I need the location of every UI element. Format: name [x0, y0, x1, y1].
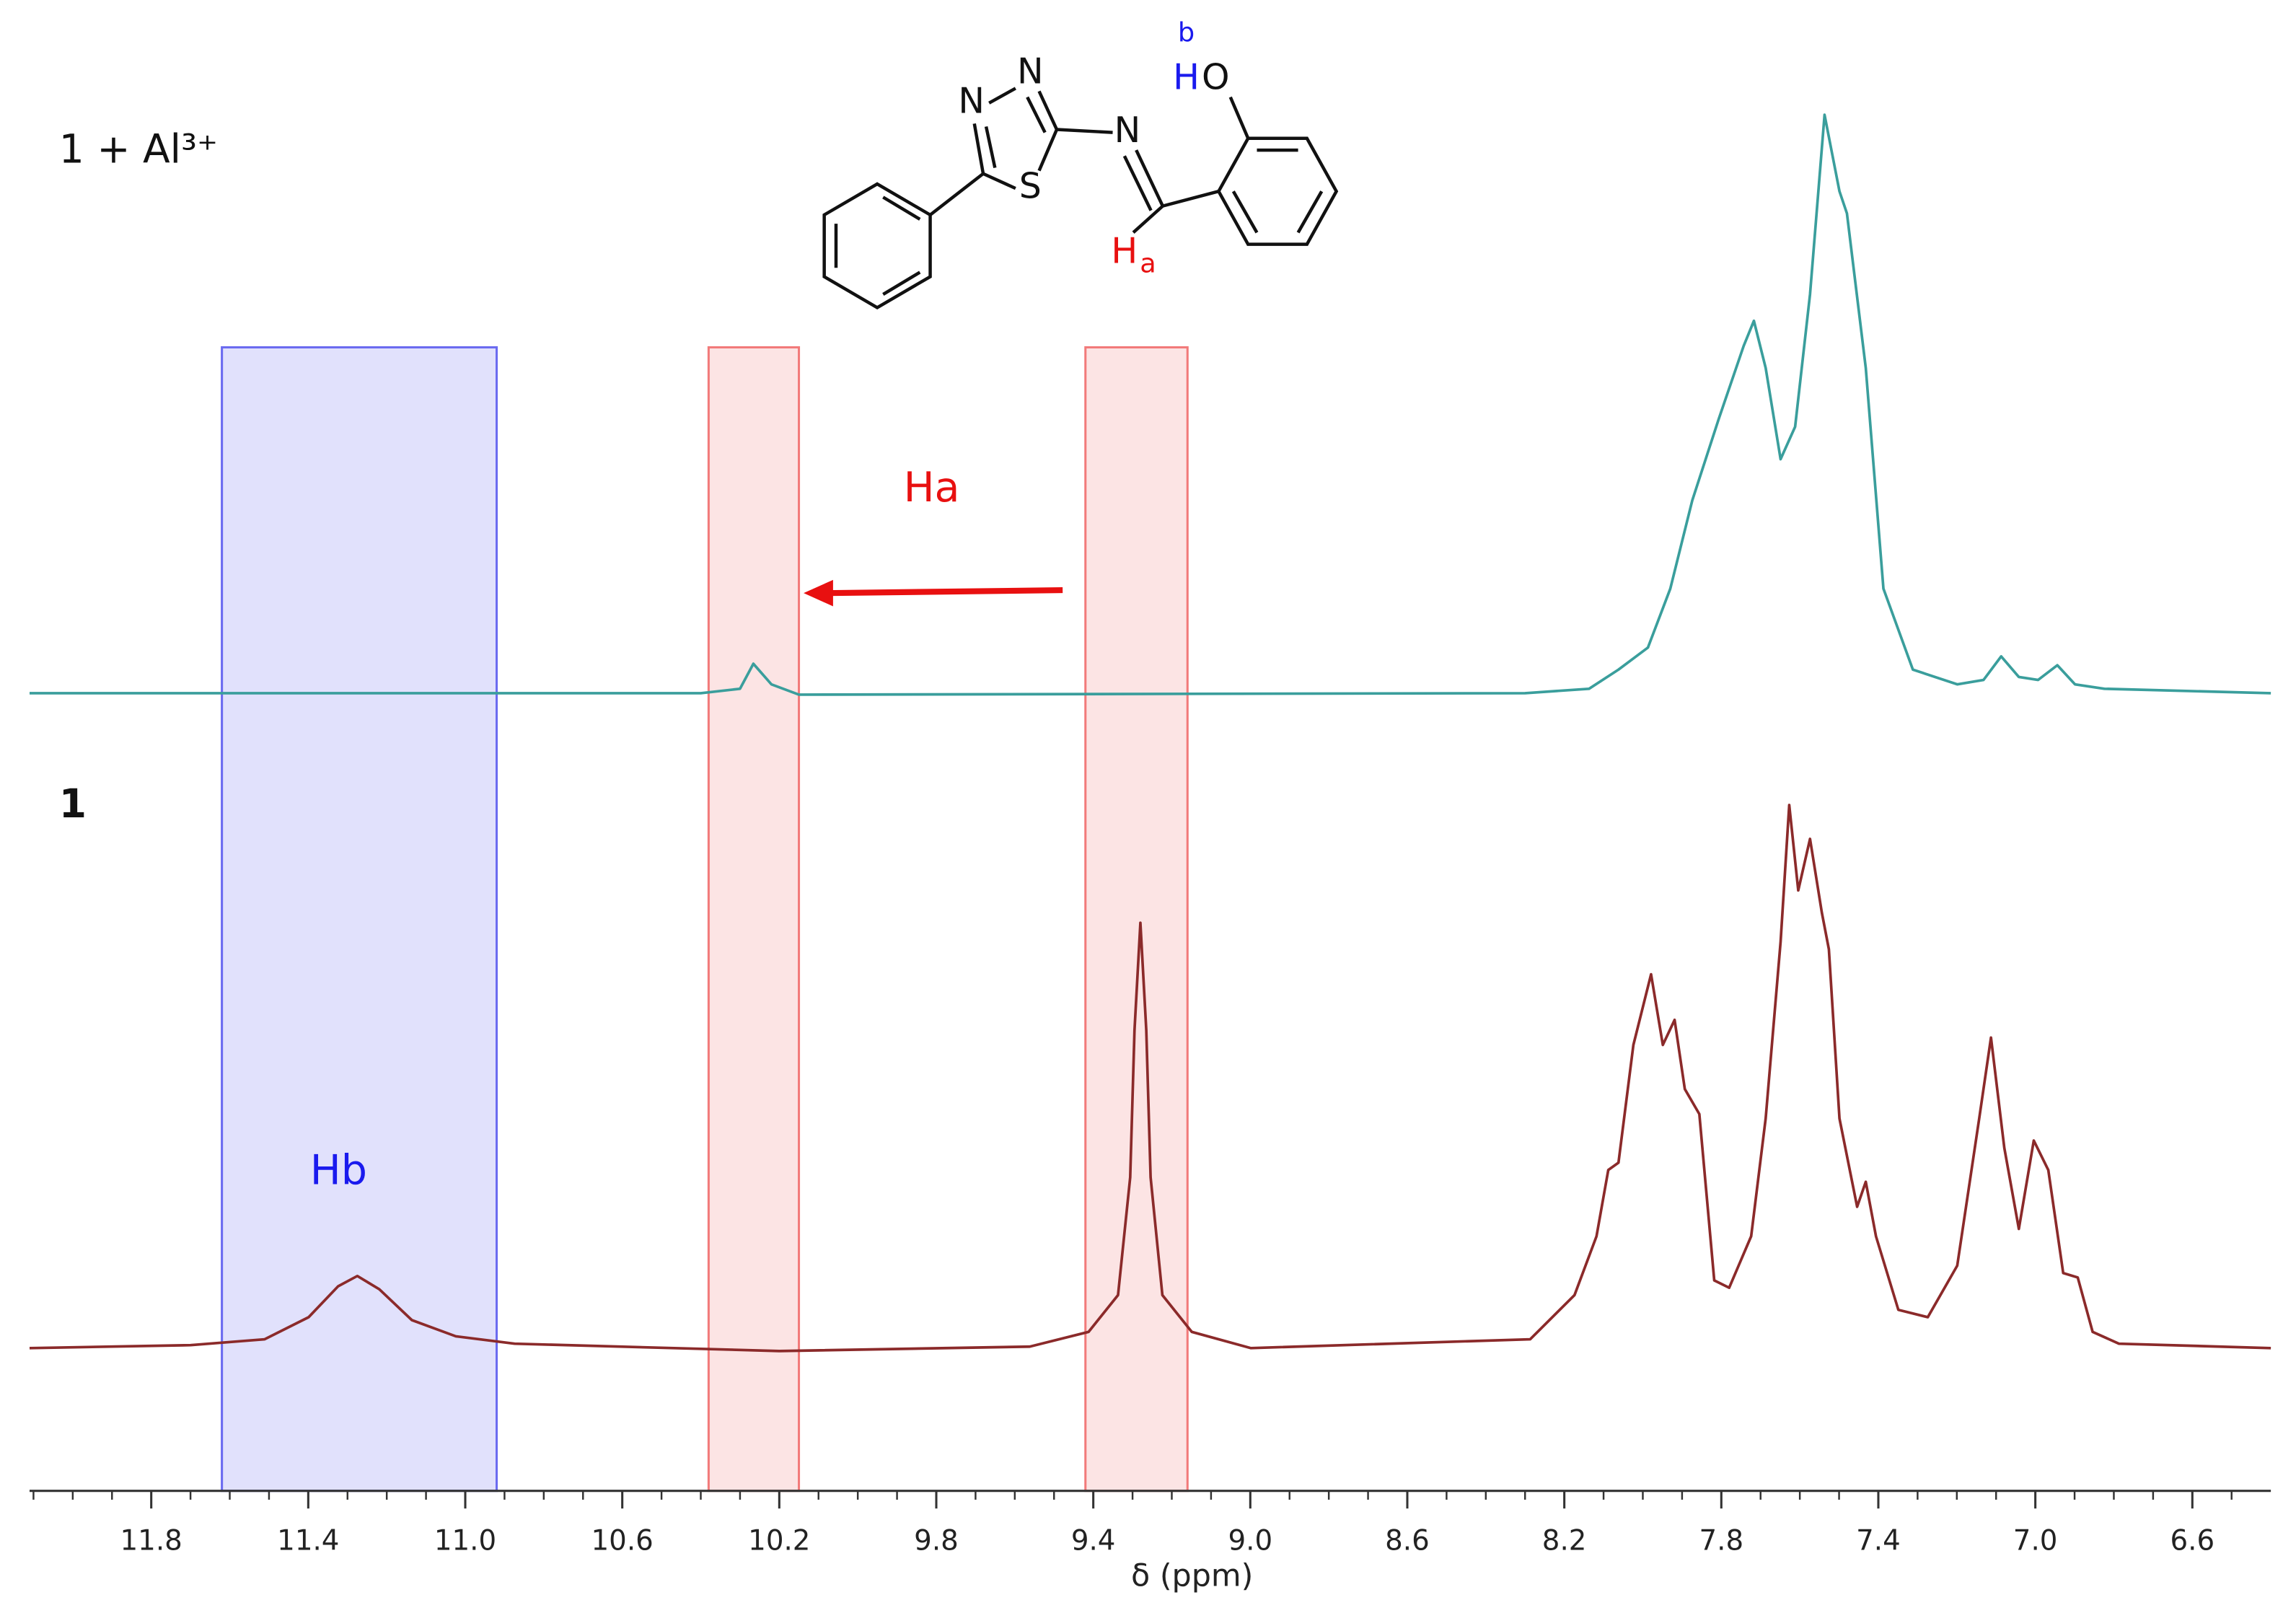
highlight-regions	[221, 346, 1189, 1493]
x-tick-label: 6.6	[2170, 1525, 2214, 1557]
highlight-region	[707, 346, 801, 1493]
spectrum-line	[29, 113, 2271, 696]
annotation: Ha	[904, 464, 960, 511]
atom-label: N	[1114, 110, 1141, 151]
x-tick-label: 9.8	[914, 1525, 959, 1557]
atom-label: a	[1140, 248, 1156, 279]
bond	[1228, 96, 1250, 139]
shift-arrow	[827, 587, 1063, 597]
bond	[1135, 149, 1164, 207]
series-label: 1	[59, 781, 87, 827]
highlight-region	[221, 346, 498, 1493]
bond	[1026, 96, 1047, 133]
structure: N N S N H O b H a	[822, 17, 1339, 309]
x-tick-label: 11.0	[434, 1525, 496, 1557]
bond	[1056, 128, 1113, 134]
bond	[1132, 204, 1164, 234]
bond	[988, 87, 1016, 105]
bond	[929, 172, 985, 216]
bond	[1037, 128, 1059, 172]
bond	[882, 271, 921, 296]
x-tick-label: 10.2	[748, 1525, 810, 1557]
x-tick-label: 9.4	[1071, 1525, 1116, 1557]
bond	[1037, 90, 1059, 131]
atom-label: b	[1178, 17, 1195, 48]
atom-label: H	[1111, 230, 1138, 271]
annotation: Hb	[310, 1147, 367, 1195]
bond	[1296, 190, 1324, 234]
bond	[1216, 136, 1339, 246]
bond	[982, 172, 1016, 190]
bond	[1122, 155, 1153, 211]
x-tick-label: 7.8	[1699, 1525, 1743, 1557]
x-tick-label: 7.4	[1856, 1525, 1901, 1557]
x-tick-label: 11.4	[277, 1525, 339, 1557]
atom-label: H	[1173, 57, 1200, 98]
x-tick-label: 8.2	[1542, 1525, 1587, 1557]
bond	[972, 123, 985, 175]
atom-label: N	[1017, 51, 1044, 92]
plot-area: 11.8 11.4 11.0 10.6 10.2 9.8 9.4 9.0 8.6 8.2 7.8 7.…	[29, 113, 2271, 1557]
highlight-region	[1084, 346, 1189, 1493]
bond	[882, 195, 921, 221]
bond	[1162, 190, 1219, 208]
atom-label: N	[958, 80, 985, 121]
bond	[822, 182, 932, 309]
spectrum-line	[29, 804, 2271, 1353]
arrow-head	[804, 579, 833, 607]
atom-label: O	[1202, 57, 1230, 98]
x-tick-label: 11.8	[120, 1525, 182, 1557]
x-axis-label: δ (ppm)	[1131, 1558, 1253, 1594]
bond	[984, 126, 997, 169]
x-tick-label: 9.0	[1228, 1525, 1273, 1557]
x-tick-label: 10.6	[591, 1525, 654, 1557]
x-tick-label: 7.0	[2013, 1525, 2058, 1557]
bond	[1231, 190, 1259, 234]
x-tick-label: 8.6	[1385, 1525, 1430, 1557]
atom-label: S	[1019, 166, 1042, 207]
series-label: 1 + Al³⁺	[59, 126, 218, 172]
